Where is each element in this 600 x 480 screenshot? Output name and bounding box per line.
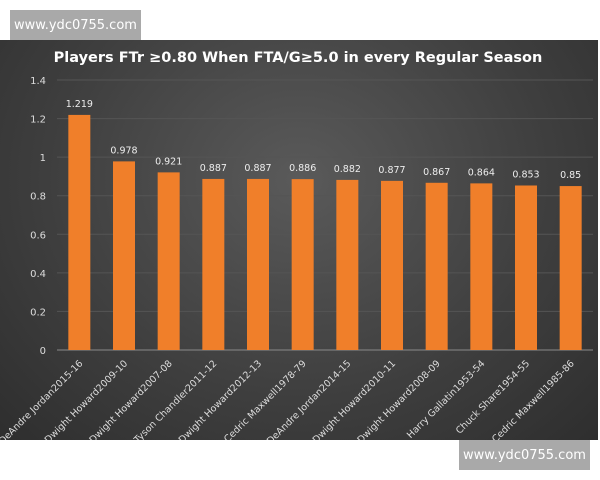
- bar-chart: Players FTr ≥0.80 When FTA/G≥5.0 in ever…: [0, 50, 593, 447]
- data-label: 0.877: [378, 165, 405, 176]
- x-tick-label: Dwight Howard2010-11: [311, 358, 398, 440]
- data-label: 0.882: [334, 164, 361, 175]
- data-label: 0.864: [468, 167, 495, 178]
- bar: [425, 182, 448, 350]
- bar: [515, 185, 537, 350]
- y-tick-label: 0: [40, 346, 46, 357]
- y-tick-label: 1.2: [30, 115, 46, 126]
- y-tick-label: 0.4: [30, 269, 46, 280]
- x-tick-label: Dwight Howard2009-10: [43, 358, 130, 440]
- x-tick-label: Tyson Chandler2011-12: [132, 358, 220, 440]
- y-tick-label: 0.6: [30, 230, 46, 241]
- y-tick-label: 0.8: [30, 192, 46, 203]
- watermark-top: www.ydc0755.com: [10, 10, 141, 40]
- x-tick-label: Dwight Howard2007-08: [87, 358, 174, 440]
- x-tick-label: DeAndre Jordan2015-16: [0, 358, 85, 440]
- data-label: 0.921: [155, 156, 182, 167]
- y-tick-label: 0.2: [30, 307, 46, 318]
- x-tick-label: Dwight Howard2008-09: [355, 358, 442, 440]
- y-tick-label: 1.4: [30, 76, 46, 87]
- bar: [336, 179, 359, 350]
- watermark-bottom: www.ydc0755.com: [459, 440, 590, 470]
- bar: [559, 186, 582, 350]
- bar: [470, 183, 493, 350]
- data-label: 0.867: [423, 167, 450, 178]
- data-label: 0.853: [512, 169, 539, 180]
- bar: [247, 178, 269, 350]
- bar: [113, 161, 135, 350]
- x-tick-label: Harry Gallatin1953-54: [405, 358, 487, 440]
- y-tick-label: 1: [40, 153, 46, 164]
- x-tick-label: Cedric Maxwell1978-79: [222, 358, 309, 440]
- chart-panel: Players FTr ≥0.80 When FTA/G≥5.0 in ever…: [0, 40, 598, 447]
- bar: [202, 178, 225, 350]
- bar: [291, 179, 314, 350]
- x-tick-label: DeAndre Jordan2014-15: [265, 358, 354, 440]
- data-label: 0.887: [244, 163, 271, 174]
- x-tick-label: Chuck Share1954-55: [454, 358, 532, 436]
- data-label: 0.978: [110, 145, 137, 156]
- chart-title: Players FTr ≥0.80 When FTA/G≥5.0 in ever…: [54, 50, 543, 66]
- data-label: 0.886: [289, 163, 316, 174]
- bar: [381, 180, 403, 350]
- bar: [157, 172, 180, 350]
- data-label: 0.887: [200, 163, 227, 174]
- x-tick-label: Dwight Howard2012-13: [177, 358, 264, 440]
- data-label: 1.219: [66, 99, 93, 110]
- data-label: 0.85: [560, 170, 581, 181]
- bar: [68, 114, 91, 351]
- x-tick-label: Cedric Maxwell1985-86: [490, 358, 577, 440]
